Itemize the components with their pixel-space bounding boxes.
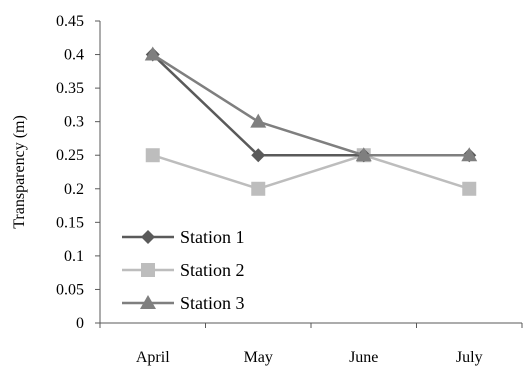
legend-item: Station 2 (122, 260, 245, 280)
y-tick-label: 0.05 (56, 281, 84, 298)
axes (95, 20, 523, 328)
series-layer (144, 46, 478, 196)
legend-marker (141, 263, 155, 277)
data-point (145, 148, 160, 163)
legend-item: Station 3 (122, 293, 245, 313)
series-line (152, 153, 470, 191)
legend: Station 1 Station 2 Station 3 (122, 227, 245, 313)
x-tick-labels: April May June July (136, 349, 483, 366)
series-3 (144, 46, 478, 162)
y-tick-labels: 0 0.05 0.1 0.15 0.2 0.25 0.3 0.35 0.4 0.45 (56, 13, 84, 332)
series-line (152, 53, 470, 157)
y-tick-label: 0.15 (56, 214, 84, 231)
y-tick-label: 0.4 (64, 47, 84, 64)
y-tick-label: 0.25 (56, 147, 84, 164)
legend-marker (141, 230, 155, 244)
series-line (151, 53, 470, 157)
y-tick-label: 0.2 (64, 181, 84, 198)
x-tick-label: May (244, 349, 273, 366)
legend-marker (140, 295, 156, 309)
y-tick-label: 0 (76, 315, 84, 332)
x-tick-label: April (136, 349, 170, 366)
x-tick-label: June (349, 349, 378, 366)
data-point (462, 181, 477, 196)
y-tick-label: 0.1 (64, 248, 84, 265)
legend-item: Station 1 (122, 227, 245, 247)
data-point (355, 147, 372, 162)
y-axis-title: Transparency (m) (11, 115, 28, 229)
y-tick-label: 0.35 (56, 80, 84, 97)
series-1 (145, 47, 477, 163)
legend-label: Station 3 (180, 293, 245, 313)
data-point (251, 181, 266, 196)
data-point (144, 46, 161, 61)
y-tick-label: 0.45 (56, 13, 84, 30)
data-point (251, 148, 266, 163)
legend-label: Station 2 (180, 260, 245, 280)
x-tick-label: July (456, 349, 483, 366)
data-point (250, 113, 267, 128)
legend-label: Station 1 (180, 227, 245, 247)
y-tick-label: 0.3 (64, 114, 84, 131)
data-point (461, 147, 478, 162)
